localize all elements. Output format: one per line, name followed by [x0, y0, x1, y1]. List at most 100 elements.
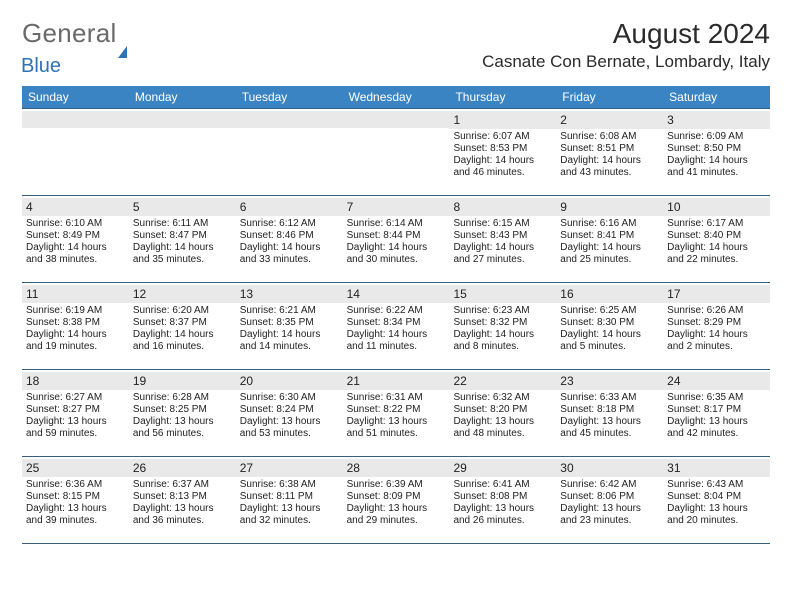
sunrise-line: Sunrise: 6:09 AM [667, 131, 766, 143]
calendar-week: 18Sunrise: 6:27 AMSunset: 8:27 PMDayligh… [22, 370, 770, 457]
sunrise-line: Sunrise: 6:14 AM [347, 218, 446, 230]
day-number: 10 [663, 198, 770, 216]
sunset-line: Sunset: 8:40 PM [667, 230, 766, 242]
weekday-header: Friday [556, 86, 663, 108]
day-number: 14 [343, 285, 450, 303]
daylight-line: Daylight: 13 hours and 48 minutes. [453, 416, 552, 440]
calendar-week: 25Sunrise: 6:36 AMSunset: 8:15 PMDayligh… [22, 457, 770, 544]
daylight-line: Daylight: 13 hours and 53 minutes. [240, 416, 339, 440]
sunrise-line: Sunrise: 6:38 AM [240, 479, 339, 491]
sunrise-line: Sunrise: 6:25 AM [560, 305, 659, 317]
sunset-line: Sunset: 8:22 PM [347, 404, 446, 416]
header: General Blue August 2024 Casnate Con Ber… [22, 18, 770, 78]
calendar-cell: 26Sunrise: 6:37 AMSunset: 8:13 PMDayligh… [129, 457, 236, 543]
daylight-line: Daylight: 14 hours and 30 minutes. [347, 242, 446, 266]
daylight-line: Daylight: 14 hours and 33 minutes. [240, 242, 339, 266]
daylight-line: Daylight: 14 hours and 11 minutes. [347, 329, 446, 353]
sunset-line: Sunset: 8:38 PM [26, 317, 125, 329]
day-number: 18 [22, 372, 129, 390]
daylight-line: Daylight: 13 hours and 23 minutes. [560, 503, 659, 527]
sunrise-line: Sunrise: 6:30 AM [240, 392, 339, 404]
sunset-line: Sunset: 8:13 PM [133, 491, 232, 503]
calendar-cell [129, 109, 236, 195]
daylight-line: Daylight: 13 hours and 45 minutes. [560, 416, 659, 440]
sunset-line: Sunset: 8:44 PM [347, 230, 446, 242]
sunrise-line: Sunrise: 6:16 AM [560, 218, 659, 230]
sunset-line: Sunset: 8:53 PM [453, 143, 552, 155]
sunrise-line: Sunrise: 6:43 AM [667, 479, 766, 491]
month-title: August 2024 [482, 18, 770, 50]
daylight-line: Daylight: 14 hours and 38 minutes. [26, 242, 125, 266]
calendar-week: 1Sunrise: 6:07 AMSunset: 8:53 PMDaylight… [22, 108, 770, 196]
day-number: 9 [556, 198, 663, 216]
daylight-line: Daylight: 14 hours and 2 minutes. [667, 329, 766, 353]
daylight-line: Daylight: 14 hours and 43 minutes. [560, 155, 659, 179]
calendar-cell: 14Sunrise: 6:22 AMSunset: 8:34 PMDayligh… [343, 283, 450, 369]
logo-text-blue: Blue [21, 55, 127, 78]
empty-daynum [129, 111, 236, 128]
sunset-line: Sunset: 8:18 PM [560, 404, 659, 416]
daylight-line: Daylight: 14 hours and 35 minutes. [133, 242, 232, 266]
sunrise-line: Sunrise: 6:28 AM [133, 392, 232, 404]
logo-text-general: General [22, 18, 117, 48]
sunrise-line: Sunrise: 6:33 AM [560, 392, 659, 404]
calendar-week: 11Sunrise: 6:19 AMSunset: 8:38 PMDayligh… [22, 283, 770, 370]
calendar-cell: 11Sunrise: 6:19 AMSunset: 8:38 PMDayligh… [22, 283, 129, 369]
sunrise-line: Sunrise: 6:42 AM [560, 479, 659, 491]
calendar-cell: 5Sunrise: 6:11 AMSunset: 8:47 PMDaylight… [129, 196, 236, 282]
daylight-line: Daylight: 14 hours and 27 minutes. [453, 242, 552, 266]
brand-logo: General Blue [22, 18, 127, 78]
calendar-cell: 13Sunrise: 6:21 AMSunset: 8:35 PMDayligh… [236, 283, 343, 369]
daylight-line: Daylight: 13 hours and 56 minutes. [133, 416, 232, 440]
day-number: 12 [129, 285, 236, 303]
daylight-line: Daylight: 14 hours and 25 minutes. [560, 242, 659, 266]
calendar-cell: 19Sunrise: 6:28 AMSunset: 8:25 PMDayligh… [129, 370, 236, 456]
day-number: 20 [236, 372, 343, 390]
calendar-cell [343, 109, 450, 195]
day-number: 2 [556, 111, 663, 129]
calendar-cell: 17Sunrise: 6:26 AMSunset: 8:29 PMDayligh… [663, 283, 770, 369]
sunrise-line: Sunrise: 6:39 AM [347, 479, 446, 491]
sunset-line: Sunset: 8:50 PM [667, 143, 766, 155]
sunset-line: Sunset: 8:30 PM [560, 317, 659, 329]
sunset-line: Sunset: 8:37 PM [133, 317, 232, 329]
sunrise-line: Sunrise: 6:27 AM [26, 392, 125, 404]
sunrise-line: Sunrise: 6:08 AM [560, 131, 659, 143]
sunset-line: Sunset: 8:11 PM [240, 491, 339, 503]
calendar-cell: 24Sunrise: 6:35 AMSunset: 8:17 PMDayligh… [663, 370, 770, 456]
sunrise-line: Sunrise: 6:37 AM [133, 479, 232, 491]
sunset-line: Sunset: 8:46 PM [240, 230, 339, 242]
daylight-line: Daylight: 14 hours and 46 minutes. [453, 155, 552, 179]
sunrise-line: Sunrise: 6:10 AM [26, 218, 125, 230]
day-number: 27 [236, 459, 343, 477]
calendar-cell: 30Sunrise: 6:42 AMSunset: 8:06 PMDayligh… [556, 457, 663, 543]
calendar-cell: 3Sunrise: 6:09 AMSunset: 8:50 PMDaylight… [663, 109, 770, 195]
daylight-line: Daylight: 14 hours and 19 minutes. [26, 329, 125, 353]
day-number: 17 [663, 285, 770, 303]
empty-daynum [343, 111, 450, 128]
calendar-cell: 9 Sunrise: 6:16 AMSunset: 8:41 PMDaylight… [556, 196, 663, 282]
calendar-cell: 8Sunrise: 6:15 AMSunset: 8:43 PMDaylight… [449, 196, 556, 282]
calendar-cell: 23Sunrise: 6:33 AMSunset: 8:18 PMDayligh… [556, 370, 663, 456]
calendar-page: General Blue August 2024 Casnate Con Ber… [0, 0, 792, 554]
day-number: 15 [449, 285, 556, 303]
daylight-line: Daylight: 14 hours and 41 minutes. [667, 155, 766, 179]
calendar-week: 4Sunrise: 6:10 AMSunset: 8:49 PMDaylight… [22, 196, 770, 283]
sunset-line: Sunset: 8:20 PM [453, 404, 552, 416]
sunrise-line: Sunrise: 6:17 AM [667, 218, 766, 230]
sunset-line: Sunset: 8:32 PM [453, 317, 552, 329]
sunrise-line: Sunrise: 6:31 AM [347, 392, 446, 404]
day-number: 7 [343, 198, 450, 216]
day-number: 24 [663, 372, 770, 390]
sunset-line: Sunset: 8:41 PM [560, 230, 659, 242]
calendar-cell: 22Sunrise: 6:32 AMSunset: 8:20 PMDayligh… [449, 370, 556, 456]
sunrise-line: Sunrise: 6:21 AM [240, 305, 339, 317]
weekday-row: SundayMondayTuesdayWednesdayThursdayFrid… [22, 86, 770, 108]
sunset-line: Sunset: 8:15 PM [26, 491, 125, 503]
sunset-line: Sunset: 8:09 PM [347, 491, 446, 503]
weekday-header: Wednesday [343, 86, 450, 108]
calendar-cell: 1Sunrise: 6:07 AMSunset: 8:53 PMDaylight… [449, 109, 556, 195]
calendar-cell: 16Sunrise: 6:25 AMSunset: 8:30 PMDayligh… [556, 283, 663, 369]
sunset-line: Sunset: 8:24 PM [240, 404, 339, 416]
weekday-header: Saturday [663, 86, 770, 108]
